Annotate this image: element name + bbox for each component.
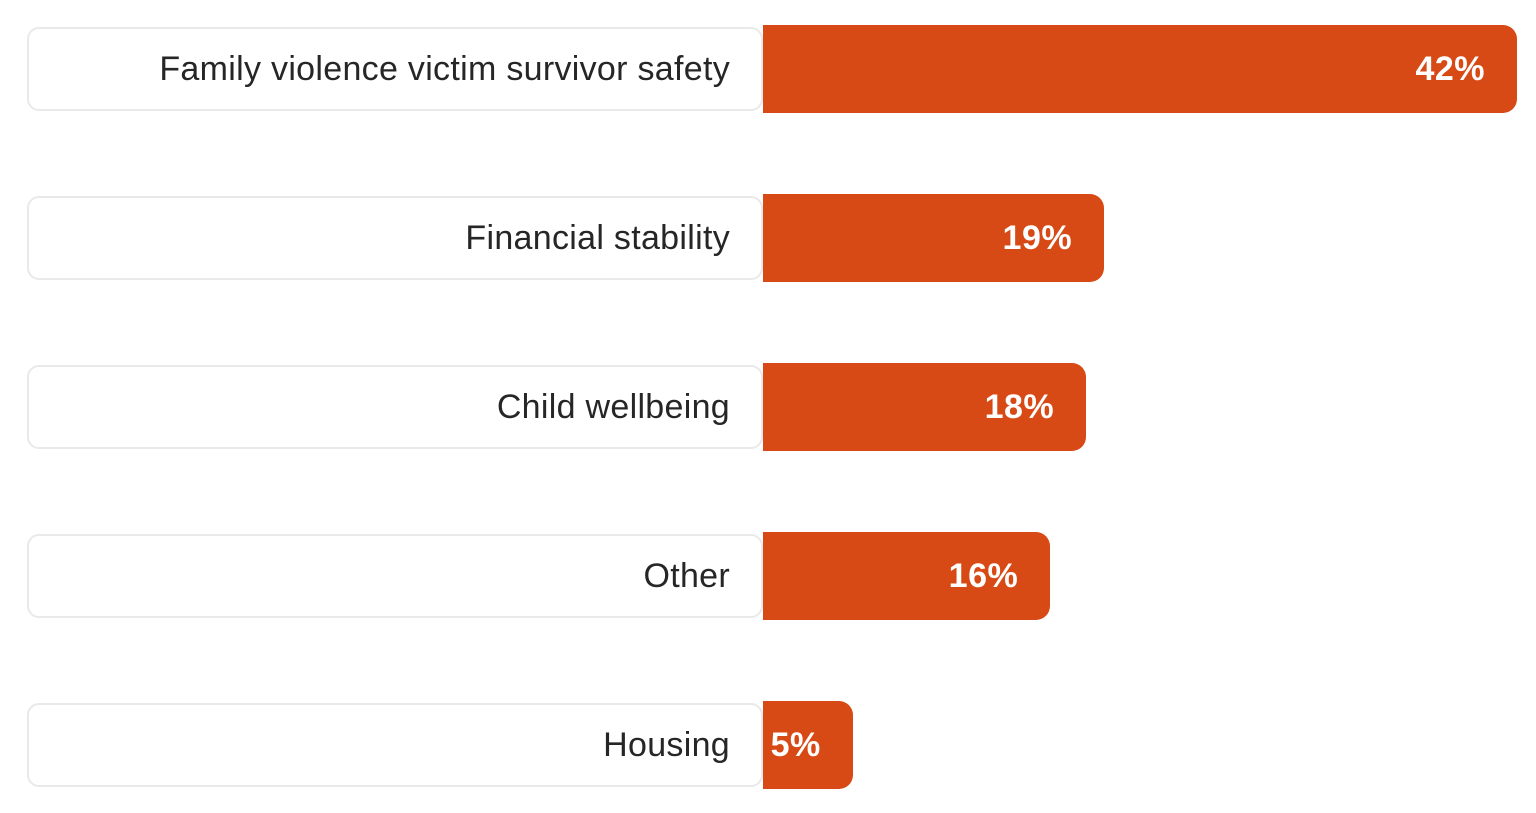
bar: 19% bbox=[763, 194, 1105, 282]
category-label: Financial stability bbox=[465, 218, 730, 257]
bar-row: Housing 5% bbox=[27, 701, 1517, 789]
value-label: 16% bbox=[948, 556, 1019, 595]
bar-row: Family violence victim survivor safety 4… bbox=[27, 25, 1517, 113]
bar-track: 18% bbox=[763, 363, 1517, 451]
bar-row: Financial stability 19% bbox=[27, 194, 1517, 282]
value-label: 42% bbox=[1415, 49, 1485, 88]
category-label-box: Housing bbox=[27, 703, 763, 787]
value-label: 19% bbox=[1002, 218, 1073, 257]
bar-row: Other 16% bbox=[27, 532, 1517, 620]
category-label-box: Child wellbeing bbox=[27, 365, 763, 449]
category-label: Other bbox=[643, 556, 730, 595]
value-label: 5% bbox=[770, 725, 821, 764]
bar: 16% bbox=[763, 532, 1051, 620]
category-label-box: Family violence victim survivor safety bbox=[27, 27, 763, 111]
bar: 42% bbox=[763, 25, 1517, 113]
bar-track: 42% bbox=[763, 25, 1517, 113]
value-label: 18% bbox=[984, 387, 1055, 426]
bar: 5% bbox=[763, 701, 853, 789]
bar-row: Child wellbeing 18% bbox=[27, 363, 1517, 451]
bar: 18% bbox=[763, 363, 1087, 451]
bar-track: 16% bbox=[763, 532, 1517, 620]
bar-track: 19% bbox=[763, 194, 1517, 282]
category-label: Family violence victim survivor safety bbox=[159, 49, 730, 88]
category-label: Child wellbeing bbox=[496, 387, 730, 426]
category-label-box: Financial stability bbox=[27, 196, 763, 280]
bar-track: 5% bbox=[763, 701, 1517, 789]
category-label: Housing bbox=[603, 725, 730, 764]
category-label-box: Other bbox=[27, 534, 763, 618]
